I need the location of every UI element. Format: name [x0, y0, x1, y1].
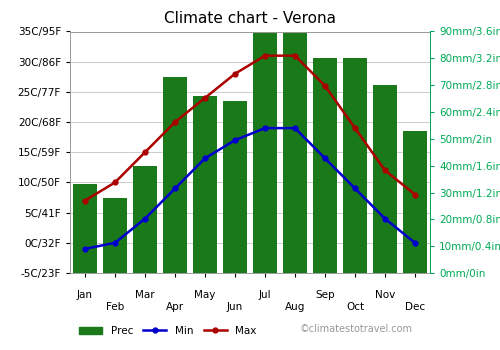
- Bar: [163, 77, 187, 273]
- Bar: [313, 58, 337, 273]
- Bar: [133, 166, 157, 273]
- Bar: [223, 101, 247, 273]
- Text: Feb: Feb: [106, 302, 124, 312]
- Bar: [193, 96, 217, 273]
- Bar: [403, 131, 427, 273]
- Bar: [253, 32, 277, 273]
- Title: Climate chart - Verona: Climate chart - Verona: [164, 11, 336, 26]
- Text: ©climatestotravel.com: ©climatestotravel.com: [300, 324, 413, 334]
- Bar: [283, 32, 307, 273]
- Text: Apr: Apr: [166, 302, 184, 312]
- Text: May: May: [194, 290, 216, 300]
- Text: Sep: Sep: [315, 290, 335, 300]
- Bar: [73, 184, 97, 273]
- Text: Jun: Jun: [227, 302, 243, 312]
- Text: Aug: Aug: [285, 302, 305, 312]
- Text: Oct: Oct: [346, 302, 364, 312]
- Bar: [373, 85, 397, 273]
- Text: Nov: Nov: [375, 290, 395, 300]
- Text: Mar: Mar: [135, 290, 155, 300]
- Text: Jul: Jul: [258, 290, 272, 300]
- Text: Dec: Dec: [405, 302, 425, 312]
- Bar: [103, 198, 127, 273]
- Legend: Prec, Min, Max: Prec, Min, Max: [75, 322, 260, 340]
- Text: Jan: Jan: [77, 290, 93, 300]
- Bar: [343, 58, 367, 273]
